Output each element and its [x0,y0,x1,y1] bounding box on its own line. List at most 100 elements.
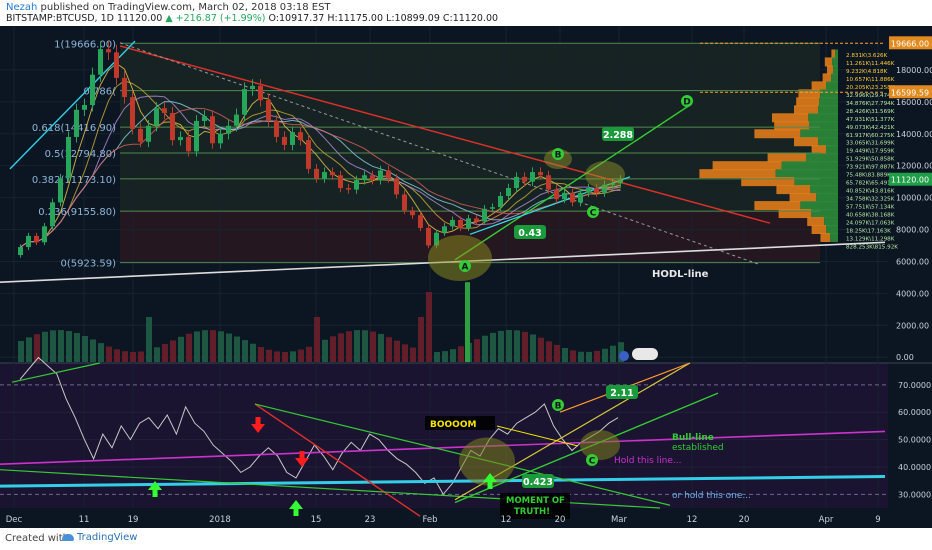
chart-canvas[interactable]: 2.831K\3.626K 11.261K\11.446K 9.232K\4.818… [0,26,932,528]
volume-profile-buy [811,209,838,219]
candle-body [394,178,399,195]
candle-body [154,108,159,126]
volume-profile-sell [774,121,810,131]
candle-body [74,109,79,137]
volume-profile-buy [831,73,838,83]
volume-bar [402,344,408,362]
volume-bar [314,317,320,362]
candle-body [18,247,23,256]
volume-profile-buy [809,121,838,131]
volume-profile-label: 13.129K\11.298K [846,237,895,243]
annotation-box [514,225,546,239]
price-change: ▲ +216.87 (+1.99%) [165,13,266,24]
event-badge [632,348,658,360]
arrow-shaft [487,482,493,489]
volume-bar [130,351,136,362]
chart-area[interactable]: 2.831K\3.626K 11.261K\11.446K 9.232K\4.818… [0,26,932,528]
x-axis-label: 20 [555,515,566,525]
volume-profile-sell [794,105,819,115]
volume-bar [178,336,184,362]
volume-bar [330,336,336,362]
volume-profile-buy [818,105,838,115]
candle-body [58,178,63,203]
price-badge [889,172,932,186]
volume-profile-buy [816,193,838,203]
volume-bar [578,351,584,362]
price-axis-label: 2000.00 [896,321,929,330]
annotation-text: TRUTH! [514,507,550,517]
annotation-marker [586,454,598,466]
footer: Created with TradingView [0,528,932,550]
candle-body [66,136,71,179]
volume-bar [242,340,248,362]
fib-label: 0.5(12794.80) [45,149,117,160]
x-axis-label: Apr [819,515,834,525]
flag-icon [619,351,629,361]
annotation-text: Hold this line... [614,456,681,466]
volume-bar [34,334,40,362]
volume-profile-sell [798,89,821,99]
candle-body [194,120,199,152]
volume-bar [354,330,360,362]
candle-body [306,140,311,169]
volume-bar [490,332,496,362]
author-link[interactable]: Nezah [6,2,38,13]
candle-body [402,194,407,211]
volume-profile-label: 32.996K\29.474K [846,93,895,99]
arrow-up-icon [148,481,162,490]
annotation-text: Bull-line [672,433,714,443]
price-axis-label: 16000.00 [896,98,932,107]
annotation-marker [459,260,471,272]
x-axis-label: 20 [739,515,750,525]
volume-bar [370,331,376,362]
candle-body [546,175,551,190]
tradingview-logo[interactable]: TradingView [62,532,137,543]
candle-body [442,226,447,233]
volume-bar [290,351,296,362]
candle-body [234,114,239,126]
volume-bar [258,347,264,362]
annotation-label: 2.11 [610,388,633,399]
volume-profile-sell [807,217,825,227]
volume-bar [274,351,280,362]
annotation-pointer [496,425,579,447]
volume-bar [114,349,120,362]
symbol-line: BITSTAMP:BTCUSD, 1D [6,13,114,24]
volume-bar [498,330,504,362]
volume-profile-label: 11.261K\11.446K [846,61,895,67]
candle-body [122,77,127,98]
arrow-down-icon [251,424,265,433]
candle-body [578,192,583,203]
x-axis-label: 19 [128,515,139,525]
volume-bar [146,317,152,362]
candle-body [226,125,231,134]
volume-profile-label: 40.852K\43.816K [846,189,895,195]
candle-body [362,175,367,181]
annotation-marker [552,399,564,411]
volume-profile-buy [818,137,838,147]
volume-bar [250,343,256,362]
volume-bar [282,351,288,362]
volume-profile-buy [833,65,838,75]
candle-body [474,218,479,222]
green-projection-line [454,104,691,261]
volume-profile-label: 47.931K\51.377K [846,117,895,123]
price-axis-label: 8000.00 [896,226,929,235]
arrow-shaft [255,417,261,424]
volume-profile-sell [827,65,834,75]
rsi-green-line [11,362,101,383]
candle-body [610,183,615,185]
rsi-axis-label: 40.0000 [898,463,931,472]
volume-bar [162,344,168,362]
x-axis-label: 11 [79,515,90,525]
candle-body [330,172,335,176]
volume-bar [202,330,208,362]
volume-bar [210,330,216,362]
annotation-text: BOOOOM [430,420,476,430]
volume-bar [154,347,160,362]
candle-body [530,172,535,182]
volume-profile-sell [811,81,827,91]
candle-body [506,188,511,196]
highlight-ellipse [580,430,620,461]
candle-body [274,120,279,137]
